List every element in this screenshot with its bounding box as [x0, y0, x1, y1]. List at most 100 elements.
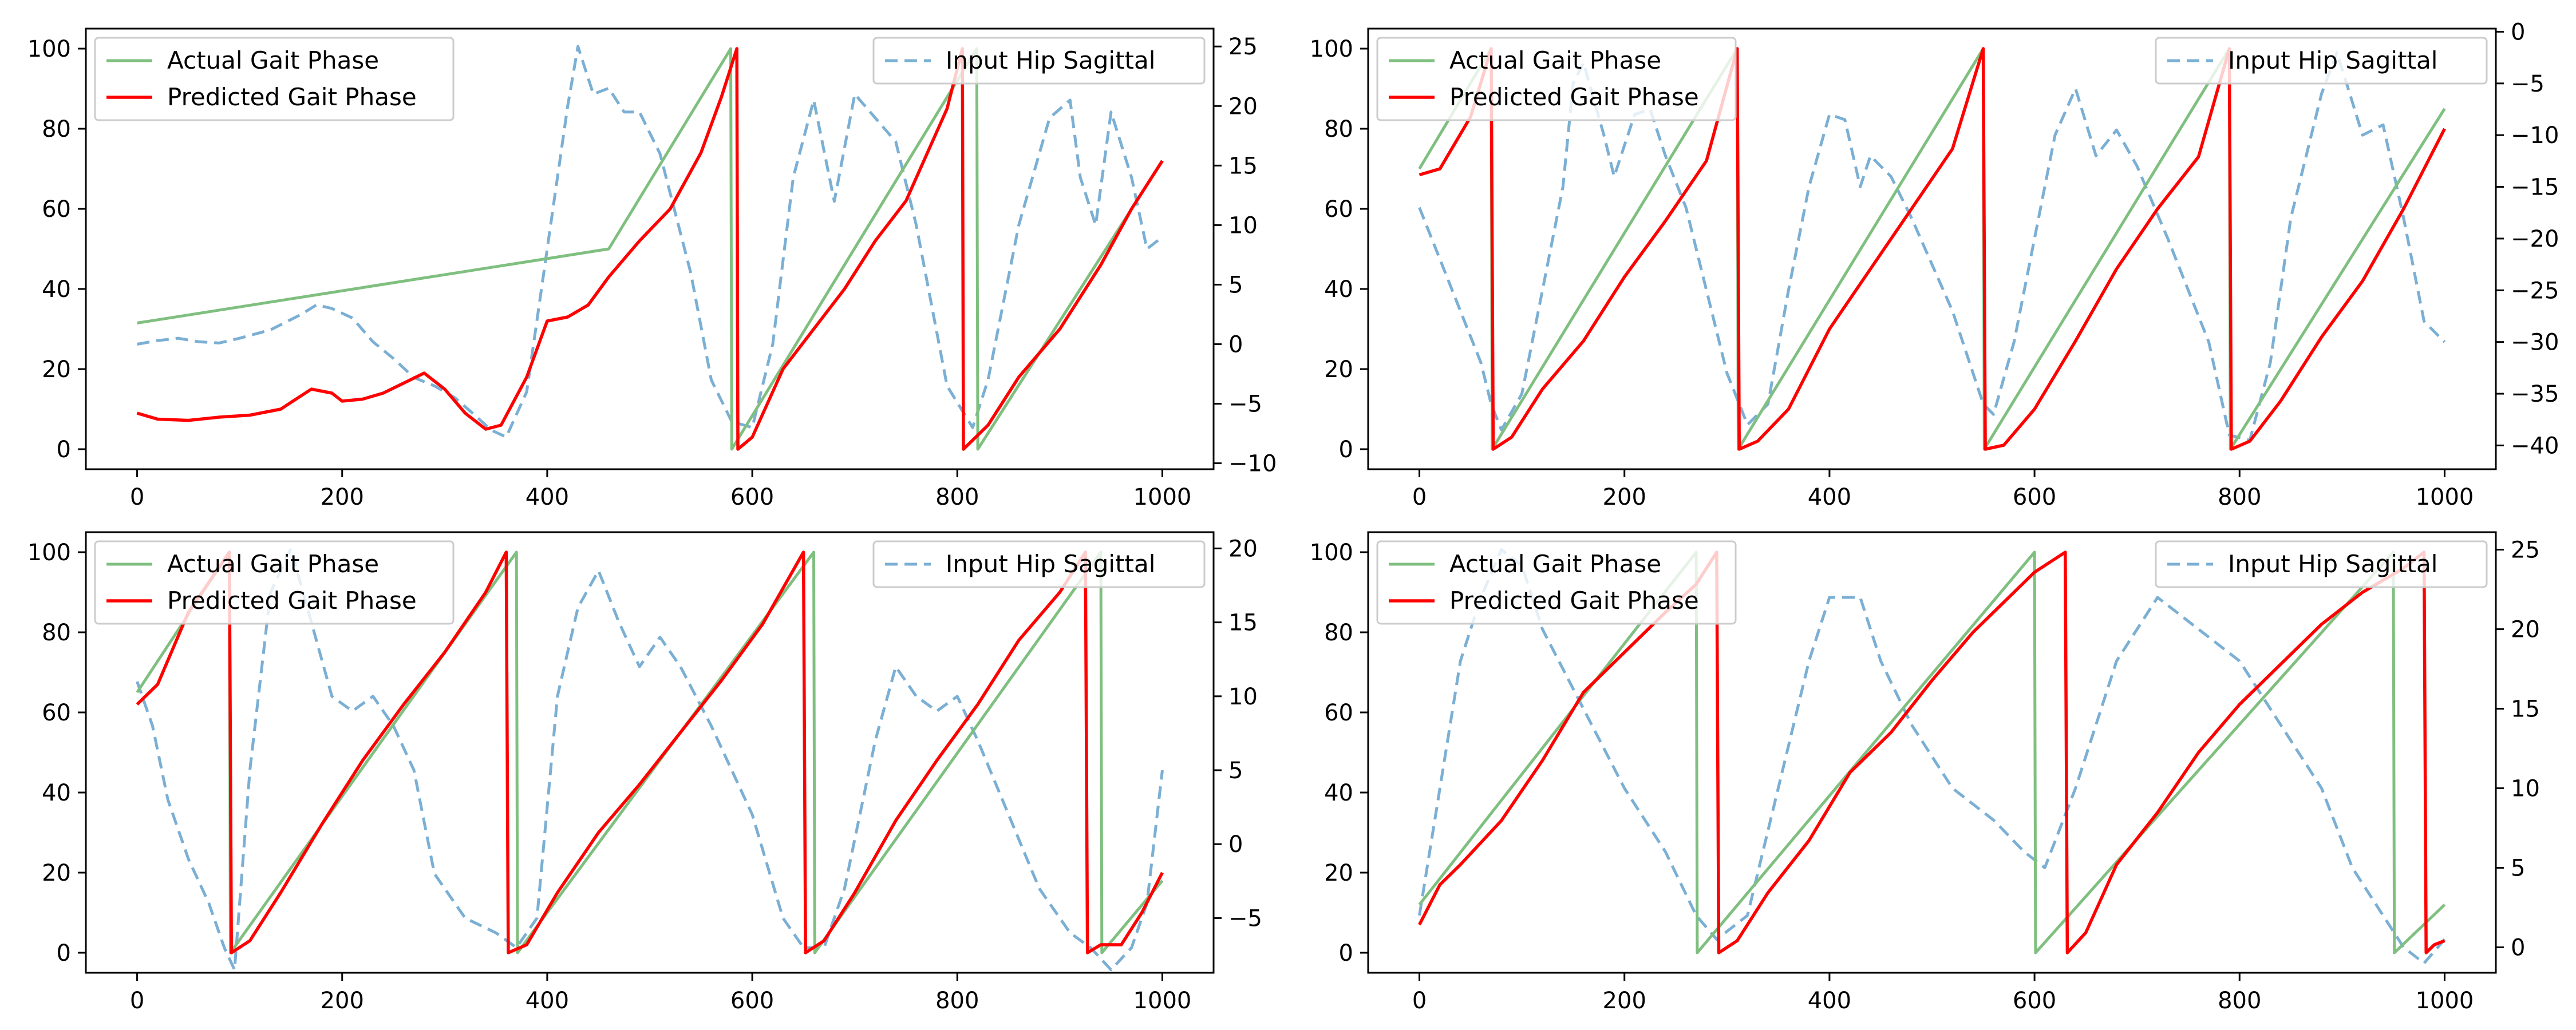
x-tick-label: 0 — [1412, 988, 1427, 1014]
y-right-tick-label: −20 — [2511, 226, 2559, 252]
y-right-tick-label: 20 — [1228, 93, 1258, 120]
y-left-tick-label: 40 — [1324, 780, 1353, 806]
axes-frame — [85, 27, 1215, 470]
axes-frame — [1367, 27, 2497, 470]
x-tick-label: 1000 — [2416, 988, 2474, 1014]
legend-label-actual: Actual Gait Phase — [167, 46, 379, 74]
y-left-tick-label: 60 — [1324, 196, 1353, 223]
y-right-tick-label: 15 — [1228, 153, 1258, 179]
y-right-tick-label: 10 — [1228, 684, 1258, 710]
legend-right — [872, 540, 1206, 588]
y-right-tick-label: 0 — [1228, 331, 1243, 358]
legend-right — [2155, 540, 2488, 588]
y-right-tick-label: 20 — [1228, 536, 1258, 562]
y-left-tick-label: 100 — [27, 540, 71, 566]
legend-label-hip: Input Hip Sagittal — [2228, 46, 2437, 74]
y-left-tick-label: 100 — [27, 36, 71, 62]
y-right-tick-label: 0 — [2511, 935, 2525, 961]
y-right-tick-label: 0 — [1228, 831, 1243, 858]
x-tick-label: 800 — [935, 484, 979, 510]
x-tick-label: 1000 — [1133, 484, 1192, 510]
x-tick-label: 0 — [1412, 484, 1427, 510]
y-left-tick-label: 80 — [1324, 116, 1353, 142]
y-right-tick-label: −10 — [1228, 451, 1277, 477]
legend-label-hip: Input Hip Sagittal — [2228, 550, 2437, 578]
y-left-tick-label: 20 — [42, 860, 71, 886]
y-right-tick-label: −5 — [1228, 905, 1262, 932]
chart-panel-bottom-left: 0 200 400 600 800 1000 0 20 40 60 80 100 −5 0 5 10 15 20 A… — [27, 531, 1262, 1014]
series-line-predicted — [1419, 47, 2446, 451]
chart-panel-top-left: 0 200 400 600 800 1000 0 20 40 60 80 100 −10 −5 0 5 10 15… — [27, 27, 1277, 510]
y-right-tick-label: 10 — [2511, 776, 2540, 802]
x-tick-label: 400 — [526, 484, 569, 510]
y-right-tick-label: 25 — [1228, 34, 1258, 60]
y-left-tick-label: 60 — [1324, 700, 1353, 726]
y-left-tick-label: 60 — [42, 196, 71, 223]
legend-label-predicted: Predicted Gait Phase — [1449, 587, 1699, 615]
y-right-tick-label: 15 — [1228, 610, 1258, 636]
legend-right — [2155, 37, 2488, 85]
y-right-tick-label: −10 — [2511, 122, 2559, 149]
x-tick-label: 800 — [2218, 988, 2261, 1014]
y-right-tick-label: −25 — [2511, 278, 2559, 304]
chart-panel-bottom-right: 0 200 400 600 800 10000204060801000510152025A… — [1310, 531, 2540, 1014]
legend-left — [94, 37, 455, 121]
y-right-tick-label: 5 — [1228, 272, 1243, 298]
series-line-predicted — [1418, 550, 2445, 954]
y-left-tick-label: 0 — [1339, 940, 1353, 966]
y-left-tick-label: 20 — [1324, 860, 1353, 886]
series-line-actual — [137, 47, 1164, 451]
axes-frame — [1367, 531, 2497, 974]
y-right-tick-label: −35 — [2511, 381, 2559, 407]
y-right-tick-label: 10 — [1228, 212, 1258, 239]
legend-label-predicted: Predicted Gait Phase — [167, 587, 417, 615]
y-left-tick-label: 100 — [1310, 540, 1353, 566]
x-tick-label: 1000 — [2416, 484, 2474, 510]
x-tick-label: 400 — [1808, 484, 1851, 510]
y-left-tick-label: 40 — [42, 780, 71, 806]
y-left-tick-label: 60 — [42, 700, 71, 726]
legend-label-predicted: Predicted Gait Phase — [167, 83, 417, 111]
y-left-tick-label: 80 — [42, 620, 71, 646]
x-tick-label: 1000 — [1133, 988, 1192, 1014]
x-tick-label: 0 — [130, 484, 144, 510]
x-tick-label: 400 — [526, 988, 569, 1014]
y-left-tick-label: 80 — [42, 116, 71, 142]
legend-label-hip: Input Hip Sagittal — [946, 46, 1155, 74]
y-right-tick-label: 15 — [2511, 696, 2540, 723]
x-tick-label: 200 — [1603, 988, 1646, 1014]
y-right-tick-label: 5 — [2511, 855, 2525, 882]
axes-frame — [85, 531, 1215, 974]
y-left-tick-label: 20 — [42, 356, 71, 383]
series-line-hip — [1418, 548, 2446, 965]
y-right-tick-label: 0 — [2511, 19, 2525, 45]
series-line-hip — [137, 45, 1164, 439]
legend-right — [872, 37, 1206, 85]
legend-left — [1376, 540, 1737, 625]
y-left-tick-label: 100 — [1310, 36, 1353, 62]
x-tick-label: 600 — [2013, 484, 2056, 510]
y-right-tick-label: −5 — [2511, 71, 2545, 97]
x-tick-label: 800 — [935, 988, 979, 1014]
legend-label-hip: Input Hip Sagittal — [946, 550, 1155, 578]
y-right-tick-label: −40 — [2511, 433, 2559, 459]
y-left-tick-label: 40 — [1324, 276, 1353, 303]
y-right-tick-label: −15 — [2511, 175, 2559, 201]
y-left-tick-label: 0 — [1339, 437, 1353, 463]
y-right-tick-label: −5 — [1228, 391, 1262, 418]
x-tick-label: 600 — [2013, 988, 2056, 1014]
x-tick-label: 600 — [730, 484, 774, 510]
legend-left — [1376, 37, 1737, 121]
x-tick-label: 600 — [730, 988, 774, 1014]
y-left-tick-label: 0 — [57, 437, 71, 463]
legend-label-predicted: Predicted Gait Phase — [1449, 83, 1699, 111]
legend-left — [94, 540, 455, 625]
y-left-tick-label: 0 — [57, 940, 71, 966]
y-right-tick-label: 20 — [2511, 617, 2540, 643]
legend-label-actual: Actual Gait Phase — [1449, 550, 1661, 578]
chart-panel-top-right: 0 200 400 600 800 1000 0 20 40 60 80 100 −40 −35 −30 −2… — [1310, 19, 2559, 510]
y-right-tick-label: −30 — [2511, 330, 2559, 356]
legend-label-actual: Actual Gait Phase — [1449, 46, 1661, 74]
y-left-tick-label: 80 — [1324, 620, 1353, 646]
